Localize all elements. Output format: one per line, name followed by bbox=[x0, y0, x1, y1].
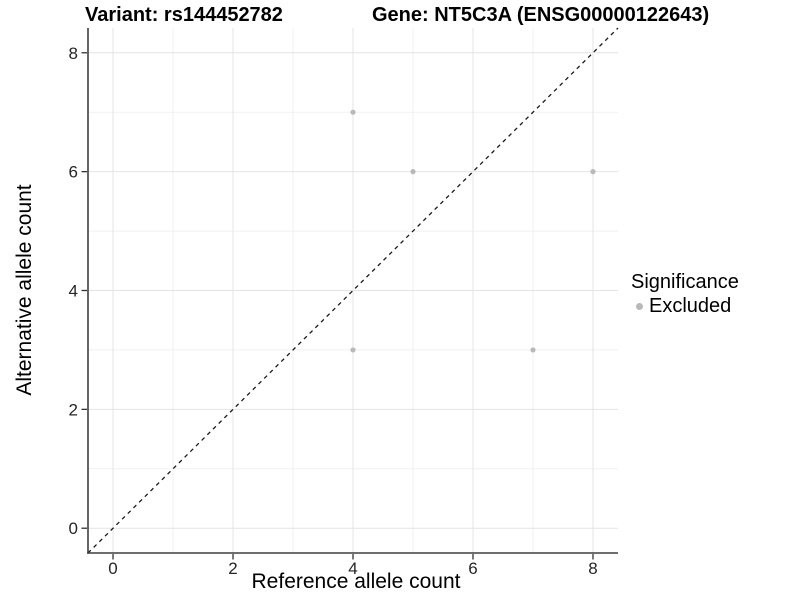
plot-title-gene: Gene: NT5C3A (ENSG00000122643) bbox=[372, 4, 710, 26]
data-point bbox=[350, 347, 356, 353]
x-tick-label: 2 bbox=[228, 559, 237, 578]
data-point bbox=[410, 169, 416, 175]
legend: Significance Excluded bbox=[631, 270, 739, 317]
y-tick-label: 4 bbox=[69, 282, 78, 301]
y-axis-title: Alternative allele count bbox=[13, 184, 36, 396]
legend-title: Significance bbox=[631, 271, 739, 293]
data-point bbox=[530, 347, 536, 353]
x-tick-label: 4 bbox=[348, 559, 357, 578]
plot-title-variant: Variant: rs144452782 bbox=[85, 4, 283, 26]
data-point bbox=[350, 109, 356, 115]
y-tick-label: 2 bbox=[69, 400, 78, 419]
data-point bbox=[590, 169, 596, 175]
x-axis-title: Reference allele count bbox=[251, 570, 461, 593]
y-tick-label: 0 bbox=[69, 519, 78, 538]
y-tick-label: 8 bbox=[69, 44, 78, 63]
y-tick-label: 6 bbox=[69, 163, 78, 182]
x-tick-label: 6 bbox=[468, 559, 477, 578]
legend-item-excluded: Excluded bbox=[631, 296, 739, 317]
x-tick-label: 0 bbox=[108, 559, 117, 578]
legend-item-label: Excluded bbox=[649, 295, 732, 317]
x-tick-label: 8 bbox=[588, 559, 597, 578]
excluded-point-icon bbox=[636, 303, 643, 310]
